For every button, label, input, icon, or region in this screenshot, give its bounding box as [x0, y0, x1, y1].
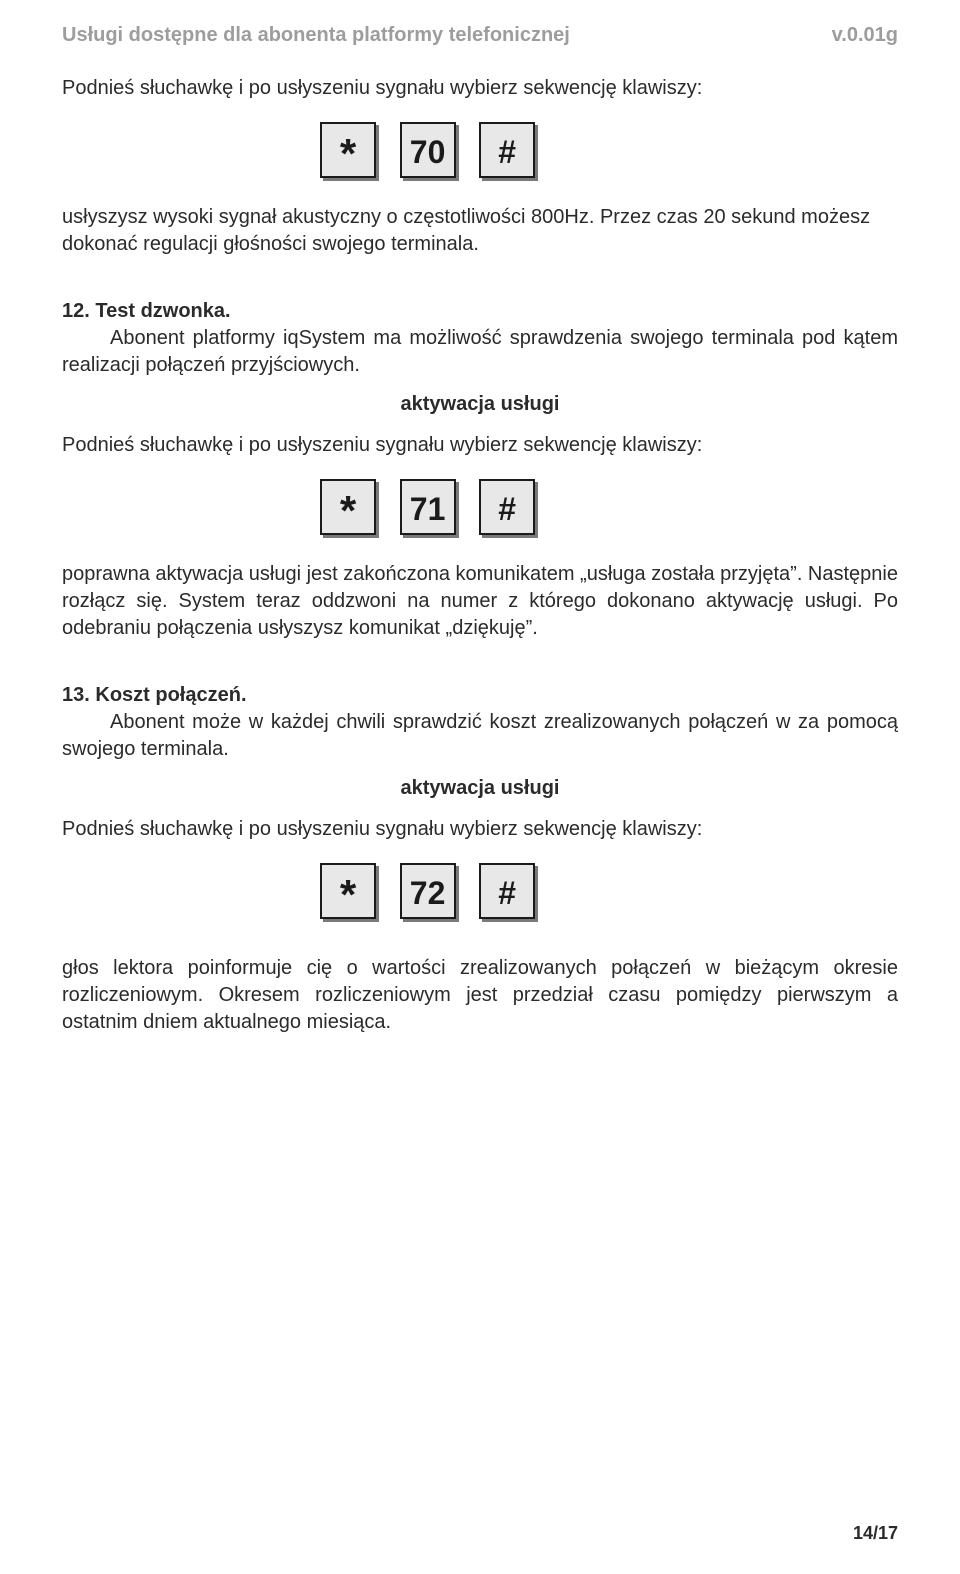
section-12-instruction: Podnieś słuchawkę i po usłyszeniu sygnał… — [62, 432, 898, 459]
section-13-activation-label: aktywacja usługi — [62, 775, 898, 802]
header-title: Usługi dostępne dla abonenta platformy t… — [62, 24, 570, 47]
key-hash: # — [479, 122, 535, 178]
paragraph-after-seq70: usłyszysz wysoki sygnał akustyczny o czę… — [62, 204, 898, 258]
section-12-title: Test dzwonka. — [95, 300, 230, 322]
section-13: 13. Koszt połączeń. Abonent może w każde… — [62, 682, 898, 763]
key-71: 71 — [400, 479, 456, 535]
section-13-instruction: Podnieś słuchawkę i po usłyszeniu sygnał… — [62, 816, 898, 843]
key-sequence-71: * 71 # — [62, 479, 898, 535]
page-content: Podnieś słuchawkę i po usłyszeniu sygnał… — [0, 47, 960, 1036]
key-star: * — [320, 122, 376, 178]
page: Usługi dostępne dla abonenta platformy t… — [0, 0, 960, 1574]
section-13-heading-line: 13. Koszt połączeń. Abonent może w każde… — [62, 682, 898, 763]
intro-instruction-1: Podnieś słuchawkę i po usłyszeniu sygnał… — [62, 75, 898, 102]
key-hash: # — [479, 479, 535, 535]
section-13-title: Koszt połączeń. — [95, 684, 246, 706]
section-12-desc: Abonent platformy iqSystem ma możliwość … — [62, 327, 898, 376]
key-72: 72 — [400, 863, 456, 919]
page-number: 14/17 — [853, 1523, 898, 1544]
section-13-after: głos lektora poinformuje cię o wartości … — [62, 955, 898, 1036]
key-star: * — [320, 863, 376, 919]
section-12-activation-label: aktywacja usługi — [62, 391, 898, 418]
key-star: * — [320, 479, 376, 535]
section-12-number: 12. — [62, 300, 90, 322]
key-hash: # — [479, 863, 535, 919]
section-12-after: poprawna aktywacja usługi jest zakończon… — [62, 561, 898, 642]
section-12-heading-line: 12. Test dzwonka. Abonent platformy iqSy… — [62, 298, 898, 379]
section-12: 12. Test dzwonka. Abonent platformy iqSy… — [62, 298, 898, 379]
key-sequence-70: * 70 # — [62, 122, 898, 178]
section-13-number: 13. — [62, 684, 90, 706]
page-header: Usługi dostępne dla abonenta platformy t… — [0, 0, 960, 47]
key-sequence-72: * 72 # — [62, 863, 898, 919]
header-version: v.0.01g — [832, 24, 898, 47]
key-70: 70 — [400, 122, 456, 178]
section-13-desc: Abonent może w każdej chwili sprawdzić k… — [62, 711, 898, 760]
